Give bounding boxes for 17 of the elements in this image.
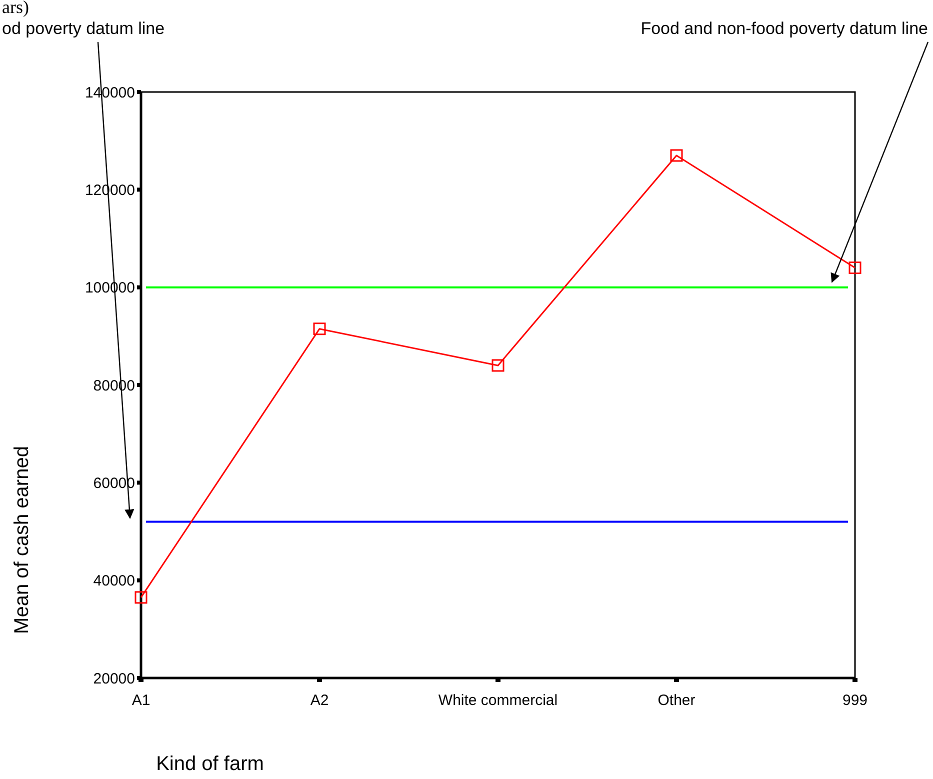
point bbox=[313, 322, 326, 336]
text: od poverty datum line bbox=[2, 19, 165, 38]
x-tick-label: Other bbox=[658, 692, 696, 709]
y-tick-label: 20000 bbox=[93, 670, 135, 688]
x-tick-label: 999 bbox=[842, 692, 868, 709]
point bbox=[670, 149, 683, 162]
text: Food and non-food poverty datum line bbox=[640, 19, 928, 38]
x-tick-label: A1 bbox=[132, 692, 150, 709]
chart-title: ars) bbox=[2, 0, 29, 17]
x-tick-label: White commercial bbox=[438, 692, 558, 709]
x-axis-title: Kind of farm bbox=[156, 753, 264, 775]
point bbox=[848, 262, 862, 274]
y-tick-label: 40000 bbox=[93, 572, 135, 590]
point bbox=[134, 591, 148, 604]
x-tick-label: A2 bbox=[310, 692, 329, 709]
y-axis-title: Mean of cash earned bbox=[11, 446, 33, 634]
point bbox=[492, 359, 504, 372]
